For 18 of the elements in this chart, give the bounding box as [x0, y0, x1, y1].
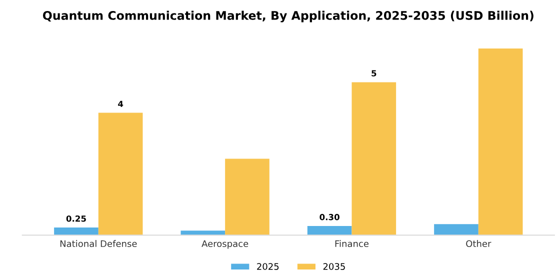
data-label: 5	[372, 70, 376, 76]
bar	[225, 158, 270, 236]
legend-label: 2035	[323, 263, 345, 270]
data-label: 0.30	[320, 214, 340, 220]
bar	[307, 226, 352, 236]
x-tick-label: Aerospace	[202, 240, 248, 249]
bar	[352, 82, 396, 236]
bar	[98, 112, 143, 236]
data-label: 0.25	[66, 215, 86, 222]
legend-label: 2025	[257, 263, 279, 270]
bar	[478, 48, 523, 236]
x-tick-label: Other	[466, 240, 492, 248]
bar	[54, 228, 98, 236]
data-label: 4	[118, 100, 124, 107]
bar	[434, 224, 478, 236]
x-tick-label: Finance	[335, 240, 369, 248]
x-tick-label: National Defense	[60, 240, 137, 248]
chart-title: Quantum Communication Market, By Application, 2025-2035 (USD Billion)	[42, 10, 534, 22]
